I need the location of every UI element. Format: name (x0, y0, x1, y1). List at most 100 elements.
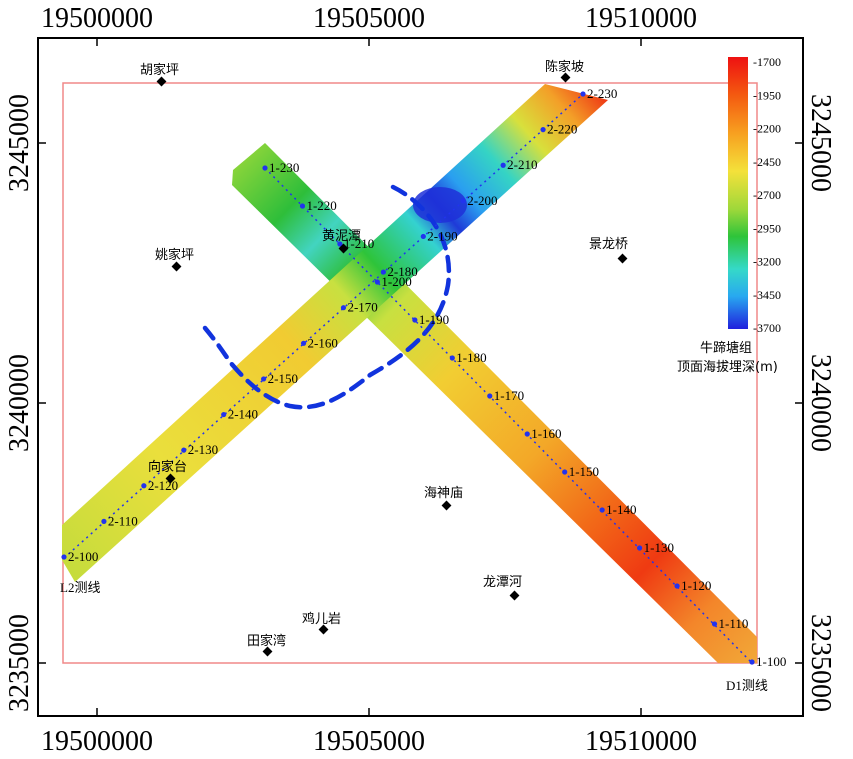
legend-tick-label: -2700 (753, 188, 781, 202)
d1-station-label: 1-230 (269, 160, 299, 175)
place-marker-icon (509, 590, 520, 601)
left-axis-label-1: 3245000 (4, 94, 35, 192)
place-marker-icon (617, 253, 628, 264)
l2-station-dot (61, 554, 67, 560)
d1-station-dot (637, 545, 643, 551)
d1-station-label: 1-170 (494, 388, 524, 403)
left-axis-label-3: 3235000 (4, 614, 35, 712)
legend-tick-labels: -1700 -1950 -2200 -2450 -2700 -2950 -3200 -3450… (753, 55, 781, 335)
d1-station-dot (487, 393, 493, 399)
place-label: 海神庙 (424, 486, 463, 501)
d1-station-label: 1-160 (531, 426, 561, 441)
l2-station-dot (460, 198, 466, 204)
d1-station-dot (749, 659, 755, 665)
l2-station-label: 2-220 (547, 122, 577, 137)
place-tianjiawan: 田家湾 (247, 633, 286, 657)
legend-tick-label: -3450 (753, 288, 781, 302)
top-axis-label-3: 19510000 (585, 3, 697, 34)
dashed-structure-outline (202, 184, 452, 410)
d1-station-dot (412, 317, 418, 323)
place-label: 鸡儿岩 (302, 611, 341, 627)
d1-station-dot (337, 241, 343, 247)
place-yaojiaping: 姚家坪 (155, 247, 194, 272)
legend-tick-label: -1950 (753, 88, 781, 102)
l2-station-label: 2-100 (68, 549, 98, 564)
l2-station-dot (101, 518, 107, 524)
d1-stations: 1-100 1-110 1-120 1-130 1-140 1-150 1-160 1-170… (262, 160, 786, 669)
place-label: 龙潭河 (483, 575, 522, 590)
d1-station-dot (374, 279, 380, 285)
l2-station-label: 2-200 (467, 193, 497, 208)
deep-zone-blob (413, 187, 467, 223)
d1-station-label: 1-100 (756, 654, 786, 669)
l2-station-label: 2-140 (228, 407, 258, 422)
l2-station-label: 2-110 (108, 513, 138, 528)
l2-station-label: 2-170 (347, 300, 377, 315)
right-axis-label-3: 3235000 (805, 614, 836, 712)
right-axis-label-1: 3245000 (805, 94, 836, 192)
l2-line-label: L2测线 (60, 580, 100, 595)
place-xiangjiatai: 向家台 (148, 459, 187, 484)
bottom-axis-label-1: 19500000 (41, 726, 153, 757)
l2-station-label: 2-190 (427, 228, 457, 243)
l2-station-label: 2-160 (308, 335, 338, 350)
d1-station-dot (599, 507, 605, 513)
place-chenjiapo: 陈家坡 (545, 59, 584, 83)
d1-station-dot (562, 469, 568, 475)
d1-station-label: 1-200 (381, 274, 411, 289)
d1-station-label: 1-210 (344, 236, 374, 251)
l2-survey-line (63, 93, 584, 559)
d1-station-dot (299, 203, 306, 209)
place-marker-icon (318, 624, 329, 635)
place-marker-icon (156, 76, 167, 87)
place-label: 向家台 (148, 459, 187, 475)
l2-station-dot (380, 269, 386, 275)
top-axis-label-2: 19505000 (313, 3, 425, 34)
d1-station-label: 1-150 (569, 464, 599, 479)
d1-station-dot (674, 583, 680, 589)
place-longtanhe: 龙潭河 (483, 575, 522, 601)
place-jinglongqiao: 景龙桥 (589, 237, 628, 264)
legend-tick-label: -2450 (753, 155, 781, 169)
bottom-axis-label-3: 19510000 (585, 726, 697, 757)
survey-boundary (62, 82, 758, 664)
legend-tick-label: -3700 (753, 321, 781, 335)
place-marker-icon (338, 243, 349, 254)
l2-station-label: 2-150 (268, 371, 298, 386)
l2-station-dot (580, 91, 586, 97)
place-marker-icon (560, 72, 571, 83)
legend-tick-label: -2200 (753, 122, 781, 136)
place-marker-icon (171, 261, 182, 272)
d1-station-dot (262, 165, 268, 171)
map-frame (37, 37, 804, 717)
d1-station-label: 1-120 (681, 578, 711, 593)
place-huangjiaping: 胡家坪 (140, 62, 179, 87)
left-axis-label-2: 3240000 (4, 354, 35, 452)
legend-title-line1: 牛蹄塘组 (700, 340, 752, 356)
right-axis-label-2: 3240000 (805, 354, 836, 452)
place-label: 黄泥潭 (322, 229, 361, 244)
l2-station-label: 2-230 (587, 86, 617, 101)
legend-colorbar (728, 57, 748, 329)
l2-station-dot (500, 162, 506, 168)
d1-line-label: D1测线 (726, 678, 768, 693)
place-label: 胡家坪 (140, 62, 179, 78)
place-jieryan: 鸡儿岩 (302, 611, 341, 635)
l2-station-dot (540, 127, 546, 133)
l2-station-label: 2-210 (507, 157, 537, 172)
l2-depth-band (62, 84, 608, 582)
l2-station-dot (420, 233, 426, 240)
place-label: 田家湾 (247, 633, 286, 649)
place-label: 陈家坡 (545, 59, 584, 75)
l2-station-dot (300, 340, 307, 346)
place-label: 景龙桥 (589, 237, 628, 252)
d1-station-label: 1-220 (306, 198, 336, 213)
d1-station-label: 1-190 (419, 312, 449, 327)
l2-station-dot (221, 411, 227, 418)
l2-station-dot (181, 447, 187, 453)
legend-tick-label: -3200 (753, 255, 781, 269)
d1-station-dot (449, 355, 455, 361)
axis-ticks (38, 38, 803, 716)
place-marker-icon (441, 500, 452, 511)
